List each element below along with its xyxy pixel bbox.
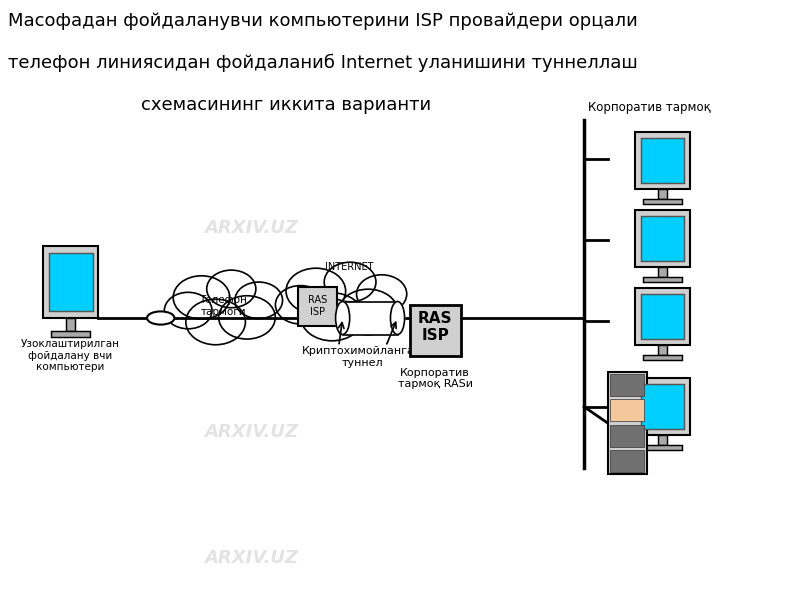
Circle shape — [206, 270, 256, 308]
FancyBboxPatch shape — [658, 189, 666, 199]
Circle shape — [164, 292, 212, 329]
FancyBboxPatch shape — [643, 355, 682, 360]
FancyBboxPatch shape — [641, 294, 685, 340]
FancyBboxPatch shape — [643, 445, 682, 450]
FancyBboxPatch shape — [641, 138, 685, 184]
Circle shape — [338, 289, 398, 335]
Circle shape — [173, 276, 230, 319]
Text: схемасининг иккита варианти: схемасининг иккита варианти — [141, 96, 431, 114]
FancyBboxPatch shape — [610, 425, 645, 446]
FancyBboxPatch shape — [635, 378, 690, 435]
Text: Масофадан фойдаланувчи компьютерини ISP провайдери орцали: Масофадан фойдаланувчи компьютерини ISP … — [8, 12, 638, 30]
Text: Корпоратив тармоқ: Корпоратив тармоқ — [588, 101, 710, 114]
FancyBboxPatch shape — [635, 210, 690, 267]
Text: ARXIV.UZ: ARXIV.UZ — [204, 549, 298, 567]
Text: Узоклаштирилган
фойдалану вчи
компьютери: Узоклаштирилган фойдалану вчи компьютери — [21, 339, 120, 372]
Text: телефон линиясидан фойдаланиб Internet уланишини туннеллаш: телефон линиясидан фойдаланиб Internet у… — [8, 54, 638, 72]
FancyBboxPatch shape — [342, 302, 398, 335]
FancyBboxPatch shape — [610, 400, 645, 421]
FancyBboxPatch shape — [658, 435, 666, 445]
Circle shape — [235, 282, 282, 319]
FancyBboxPatch shape — [643, 199, 682, 204]
Circle shape — [286, 268, 346, 314]
FancyBboxPatch shape — [51, 331, 90, 337]
Text: Телефон
тармоги: Телефон тармоги — [199, 295, 247, 317]
Text: Корпоратив
тармоқ RASи: Корпоратив тармоқ RASи — [398, 367, 473, 389]
FancyBboxPatch shape — [66, 318, 74, 331]
FancyBboxPatch shape — [610, 374, 645, 396]
FancyBboxPatch shape — [643, 277, 682, 282]
Text: ARXIV.UZ: ARXIV.UZ — [204, 423, 298, 441]
Ellipse shape — [335, 301, 350, 335]
Ellipse shape — [147, 311, 174, 325]
FancyBboxPatch shape — [641, 384, 685, 430]
Text: INTERNET: INTERNET — [325, 262, 373, 272]
Circle shape — [301, 293, 363, 341]
FancyBboxPatch shape — [43, 246, 98, 318]
FancyBboxPatch shape — [608, 372, 647, 474]
FancyBboxPatch shape — [635, 288, 690, 345]
Circle shape — [357, 275, 406, 313]
Circle shape — [186, 299, 246, 345]
Ellipse shape — [390, 301, 405, 335]
FancyBboxPatch shape — [610, 450, 645, 472]
Text: Криптохимойланган
туннел: Криптохимойланган туннел — [302, 347, 422, 368]
Circle shape — [275, 286, 326, 324]
Circle shape — [218, 296, 275, 339]
Text: RAS
ISP: RAS ISP — [418, 311, 452, 343]
FancyBboxPatch shape — [658, 345, 666, 355]
Text: ARXIV.UZ: ARXIV.UZ — [204, 219, 298, 237]
FancyBboxPatch shape — [658, 267, 666, 277]
FancyBboxPatch shape — [635, 132, 690, 189]
FancyBboxPatch shape — [641, 216, 685, 262]
FancyBboxPatch shape — [49, 253, 93, 311]
FancyBboxPatch shape — [410, 304, 461, 355]
Text: RAS
ISP: RAS ISP — [308, 295, 327, 317]
FancyBboxPatch shape — [298, 286, 337, 325]
Circle shape — [324, 262, 376, 302]
